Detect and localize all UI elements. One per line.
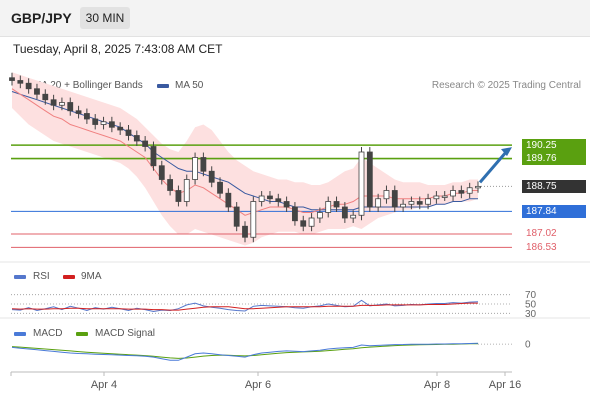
- candle-body: [34, 88, 40, 95]
- rsi-level-label-70: 70: [525, 290, 537, 301]
- candle-body: [59, 102, 65, 106]
- candle-body: [50, 99, 57, 106]
- candle-body: [408, 201, 415, 205]
- candle-body: [267, 195, 273, 200]
- x-tick-label: Apr 4: [91, 379, 117, 391]
- level-tag-188.75: 188.75: [522, 179, 586, 193]
- candle-body: [183, 179, 190, 202]
- candle-body: [292, 206, 298, 222]
- rsi-legend-swatch: [14, 275, 26, 279]
- candle-body: [192, 157, 198, 180]
- candle-body: [400, 203, 407, 208]
- macd-signal-legend-swatch: [76, 332, 88, 336]
- candle-body: [9, 77, 15, 81]
- candle-body: [433, 195, 440, 200]
- candle-body: [83, 113, 90, 120]
- candle-body: [242, 225, 248, 238]
- candle-body: [458, 190, 465, 194]
- candle-body: [275, 198, 282, 202]
- candle-body: [441, 195, 448, 198]
- rsi-ma-line: [11, 302, 478, 311]
- macd-signal-legend-label: MACD Signal: [95, 328, 156, 339]
- candle-body: [233, 206, 240, 227]
- level-tag-186.53: 186.53: [526, 241, 557, 253]
- candle-body: [167, 179, 174, 191]
- candle-body: [375, 198, 382, 208]
- candle-body: [300, 220, 307, 227]
- candle-body: [158, 165, 165, 180]
- header-bar: GBP/JPY 30 MIN: [0, 0, 590, 37]
- macd-zero-label: 0: [525, 340, 531, 351]
- timeframe-button[interactable]: 30 MIN: [80, 7, 130, 29]
- forecast-arrow-head: [501, 147, 512, 157]
- ma20-legend-label: MA 20 + Bollinger Bands: [33, 80, 143, 91]
- candle-body: [258, 195, 265, 202]
- macd-line: [11, 342, 479, 361]
- datetime-label: Tuesday, April 8, 2025 7:43:08 AM CET: [13, 42, 223, 56]
- candle-body: [466, 187, 473, 194]
- rsi-legend-label: RSI: [33, 271, 50, 282]
- ma50-legend-label: MA 50: [175, 80, 204, 91]
- copyright-label: Research © 2025 Trading Central: [431, 80, 581, 91]
- candle-body: [42, 93, 49, 101]
- candle-body: [108, 121, 115, 128]
- x-tick-label: Apr 8: [424, 379, 450, 391]
- candle-body: [358, 151, 365, 216]
- candle-body: [125, 129, 132, 136]
- candle-body: [175, 190, 182, 202]
- level-tag-190.25: 190.25: [522, 138, 586, 152]
- ma20-line: [11, 88, 478, 216]
- candle-body: [416, 201, 423, 205]
- candle-body: [117, 126, 124, 131]
- forecast-arrow-shaft: [478, 151, 508, 184]
- candle-body: [350, 214, 357, 219]
- candle-body: [308, 217, 315, 227]
- candle-body: [391, 190, 398, 208]
- candle-body: [217, 181, 223, 194]
- candle-body: [283, 201, 290, 208]
- candle-body: [150, 146, 157, 167]
- ma50-legend-swatch: [157, 84, 169, 88]
- level-tag-187.84: 187.84: [522, 204, 586, 218]
- candle-body: [225, 192, 232, 208]
- candle-body: [425, 198, 431, 205]
- candle-body: [142, 140, 149, 147]
- rsi-level-label-30: 30: [525, 309, 537, 320]
- candle-body: [383, 190, 390, 200]
- candle-body: [200, 157, 207, 172]
- level-tag-187.02: 187.02: [526, 228, 557, 240]
- rsi-ma-legend-swatch: [63, 275, 75, 279]
- macd-legend-swatch: [14, 332, 26, 336]
- rsi-line: [11, 299, 479, 313]
- candle-body: [475, 185, 481, 189]
- candle-body: [17, 80, 24, 84]
- candle-body: [25, 82, 32, 90]
- candle-body: [450, 190, 456, 197]
- candle-body: [341, 206, 348, 219]
- x-tick-label: Apr 16: [489, 379, 521, 391]
- macd-signal-line: [11, 343, 479, 359]
- candle-body: [316, 212, 323, 219]
- macd-legend-label: MACD: [33, 328, 63, 339]
- candle-body: [366, 151, 373, 208]
- rsi-ma-legend-label: 9MA: [81, 271, 102, 282]
- candle-body: [333, 201, 340, 208]
- candle-body: [75, 110, 82, 114]
- candle-body: [100, 121, 107, 125]
- symbol-label: GBP/JPY: [11, 10, 72, 26]
- candle-body: [250, 201, 257, 238]
- candle-body: [133, 135, 140, 142]
- candle-body: [208, 170, 215, 183]
- rsi-level-label-50: 50: [525, 300, 537, 311]
- candle-body: [325, 201, 332, 213]
- x-tick-label: Apr 6: [245, 379, 271, 391]
- candle-body: [67, 102, 74, 112]
- candle-body: [92, 118, 99, 125]
- level-tag-189.76: 189.76: [522, 152, 586, 166]
